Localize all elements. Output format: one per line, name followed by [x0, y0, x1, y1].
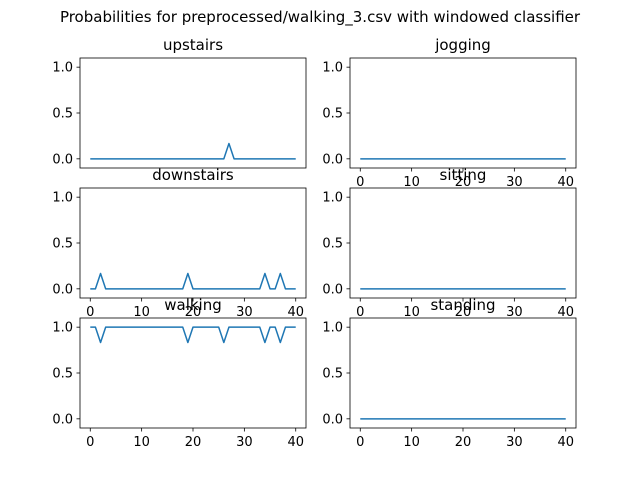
x-tick-label: 20	[185, 305, 202, 320]
y-tick-label: 1.0	[322, 191, 343, 206]
y-tick-label: 0.0	[52, 282, 73, 297]
y-tick-label: 1.0	[322, 61, 343, 76]
series-line-walking	[90, 326, 296, 344]
x-tick-label: 30	[506, 435, 523, 450]
subplot-sitting: 0.0 0.5 1.0 0 10 20 30 40 sitting	[322, 166, 577, 320]
x-tick-label: 30	[236, 435, 253, 450]
subplot-title: upstairs	[163, 36, 223, 54]
x-tick-label: 10	[403, 175, 420, 190]
y-tick-label: 0.0	[322, 412, 343, 427]
series-line-downstairs	[90, 272, 296, 290]
y-tick-label: 0.5	[52, 237, 73, 252]
x-tick-label: 20	[455, 435, 472, 450]
subplot-upstairs: 0.0 0.5 1.0 upstairs	[52, 36, 307, 169]
x-tick-label: 20	[185, 435, 202, 450]
subplot-standing: 0.0 0.5 1.0 0 10 20 30 40 standing	[322, 296, 577, 450]
y-tick-label: 1.0	[52, 321, 73, 336]
y-tick-label: 1.0	[52, 191, 73, 206]
subplot-downstairs: 0.0 0.5 1.0 0 10 20 30 40 downstairs	[52, 166, 307, 320]
x-tick-label: 20	[455, 305, 472, 320]
y-tick-label: 0.5	[322, 237, 343, 252]
y-tick-label: 0.0	[322, 282, 343, 297]
x-tick-label: 0	[356, 175, 364, 190]
x-tick-label: 40	[557, 435, 574, 450]
x-tick-label: 30	[506, 305, 523, 320]
y-tick-label: 0.5	[52, 367, 73, 382]
x-tick-label: 0	[86, 435, 94, 450]
y-tick-label: 0.0	[52, 412, 73, 427]
subplot-walking: 0.0 0.5 1.0 0 10 20 30 40 walking	[52, 296, 307, 450]
x-tick-label: 0	[356, 435, 364, 450]
x-tick-label: 20	[455, 175, 472, 190]
y-tick-label: 0.0	[52, 152, 73, 167]
figure-title: Probabilities for preprocessed/walking_3…	[60, 8, 581, 27]
subplot-title: jogging	[434, 36, 491, 54]
y-tick-label: 1.0	[52, 61, 73, 76]
x-tick-label: 0	[86, 305, 94, 320]
x-tick-label: 10	[133, 305, 150, 320]
subplot-title: walking	[164, 296, 222, 314]
y-tick-label: 0.0	[322, 152, 343, 167]
y-tick-label: 0.5	[52, 107, 73, 122]
x-tick-label: 30	[236, 305, 253, 320]
x-tick-label: 40	[557, 175, 574, 190]
x-tick-label: 40	[557, 305, 574, 320]
series-line-upstairs	[90, 142, 296, 160]
x-tick-label: 40	[287, 435, 304, 450]
x-tick-label: 0	[356, 305, 364, 320]
y-tick-label: 0.5	[322, 107, 343, 122]
subplot-title: standing	[430, 296, 495, 314]
subplot-title: sitting	[440, 166, 487, 184]
y-tick-label: 0.5	[322, 367, 343, 382]
subplot-grid: 0.0 0.5 1.0 upstairs 0.0 0.5 1.0 0 10 20 30 40 joggi…	[52, 36, 577, 450]
subplot-jogging: 0.0 0.5 1.0 0 10 20 30 40 jogging	[322, 36, 577, 190]
y-tick-label: 1.0	[322, 321, 343, 336]
subplot-title: downstairs	[152, 166, 234, 184]
x-tick-label: 10	[133, 435, 150, 450]
x-tick-label: 10	[403, 435, 420, 450]
x-tick-label: 10	[403, 305, 420, 320]
x-tick-label: 30	[506, 175, 523, 190]
x-tick-label: 40	[287, 305, 304, 320]
